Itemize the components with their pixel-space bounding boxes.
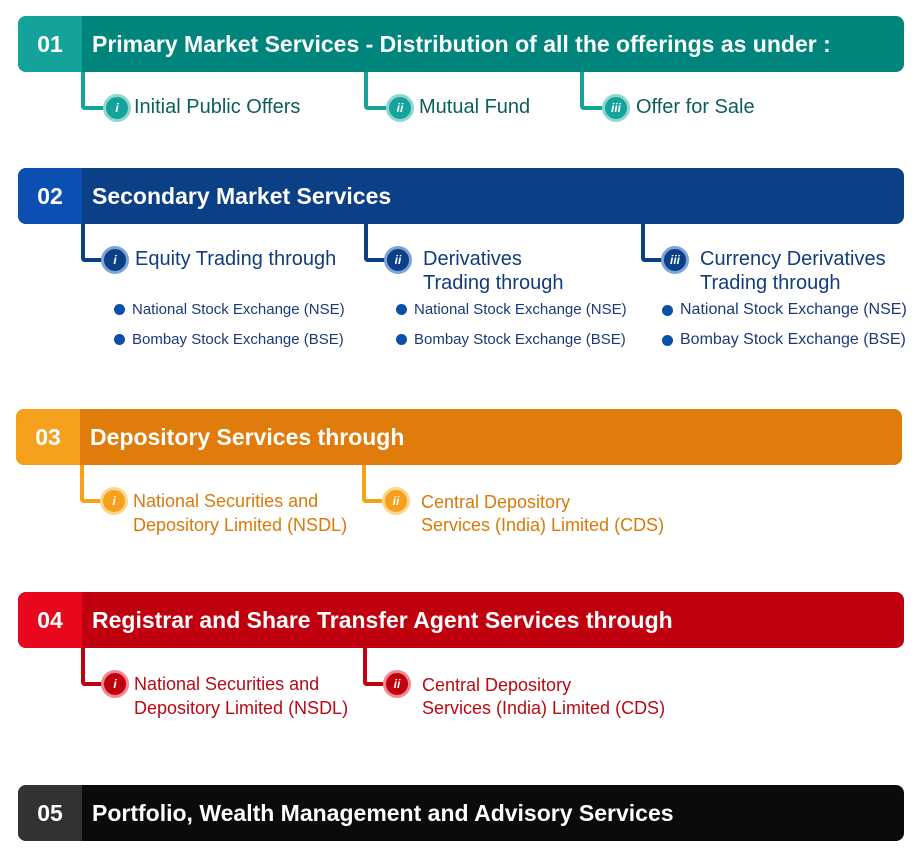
bullet-icon bbox=[662, 334, 673, 346]
item-label: Equity Trading through bbox=[135, 248, 337, 270]
section-05-header: 05 Portfolio, Wealth Management and Advi… bbox=[18, 785, 904, 841]
roman-badge-icon: iii bbox=[602, 94, 630, 122]
connector bbox=[81, 72, 111, 110]
item-label: National Securities and bbox=[134, 674, 320, 694]
section-title: Registrar and Share Transfer Agent Servi… bbox=[92, 606, 673, 633]
item-label-line2: Depository Limited (NSDL) bbox=[134, 698, 349, 718]
section-01-header: 01 Primary Market Services - Distributio… bbox=[18, 16, 904, 72]
roman-badge-icon: ii bbox=[382, 487, 410, 515]
item-label-line2: Trading through bbox=[700, 272, 841, 294]
section-number: 03 bbox=[16, 409, 80, 465]
roman-badge-icon: i bbox=[103, 94, 131, 122]
exchange-item: Bombay Stock Exchange (BSE) bbox=[114, 331, 344, 348]
exchange-label: National Stock Exchange (NSE) bbox=[680, 301, 907, 318]
item-label-line2: Services (India) Limited (CDS) bbox=[422, 698, 666, 718]
roman-badge-icon: i bbox=[101, 246, 129, 274]
connector bbox=[80, 465, 110, 503]
item-label-line2: Trading through bbox=[423, 272, 564, 294]
section-number: 05 bbox=[18, 785, 82, 841]
exchange-item: National Stock Exchange (NSE) bbox=[114, 301, 345, 318]
bullet-icon bbox=[114, 334, 125, 345]
connector bbox=[362, 465, 392, 503]
item-label: National Securities and bbox=[133, 491, 319, 511]
item-label: Mutual Fund bbox=[419, 96, 531, 118]
bullet-icon bbox=[662, 304, 673, 316]
exchange-label: National Stock Exchange (NSE) bbox=[414, 301, 627, 318]
exchange-item: Bombay Stock Exchange (BSE) bbox=[662, 331, 906, 349]
exchange-item: Bombay Stock Exchange (BSE) bbox=[396, 331, 626, 348]
bullet-icon bbox=[114, 304, 125, 315]
exchange-label: Bombay Stock Exchange (BSE) bbox=[680, 331, 906, 348]
roman-badge-icon: i bbox=[101, 670, 129, 698]
roman-badge-icon: i bbox=[100, 487, 128, 515]
roman-badge-icon: iii bbox=[661, 246, 689, 274]
exchange-label: Bombay Stock Exchange (BSE) bbox=[132, 331, 344, 348]
roman-badge-icon: ii bbox=[384, 246, 412, 274]
section-number: 02 bbox=[18, 168, 82, 224]
item-label: Derivatives bbox=[423, 248, 522, 270]
exchange-label: Bombay Stock Exchange (BSE) bbox=[414, 331, 626, 348]
connector bbox=[363, 648, 393, 686]
connector bbox=[81, 648, 111, 686]
roman-badge-icon: ii bbox=[383, 670, 411, 698]
section-02-header: 02 Secondary Market Services bbox=[18, 168, 904, 224]
connector bbox=[81, 224, 111, 262]
exchange-label: National Stock Exchange (NSE) bbox=[132, 301, 345, 318]
bullet-icon bbox=[396, 304, 407, 315]
connector bbox=[364, 224, 394, 262]
section-number: 04 bbox=[18, 592, 82, 648]
exchange-item: National Stock Exchange (NSE) bbox=[662, 301, 907, 319]
section-04-header: 04 Registrar and Share Transfer Agent Se… bbox=[18, 592, 904, 648]
roman-badge-icon: ii bbox=[386, 94, 414, 122]
item-label: Central Depository bbox=[421, 492, 571, 512]
item-label: Initial Public Offers bbox=[134, 96, 301, 118]
connector bbox=[641, 224, 671, 262]
section-title: Secondary Market Services bbox=[92, 182, 392, 209]
connector bbox=[580, 72, 610, 110]
item-label: Offer for Sale bbox=[636, 96, 755, 118]
section-title: Depository Services through bbox=[90, 423, 405, 450]
item-label-line2: Services (India) Limited (CDS) bbox=[421, 515, 665, 535]
bullet-icon bbox=[396, 334, 407, 345]
section-title: Portfolio, Wealth Management and Advisor… bbox=[92, 799, 674, 826]
connector bbox=[364, 72, 394, 110]
item-label: Central Depository bbox=[422, 675, 572, 695]
item-label-line2: Depository Limited (NSDL) bbox=[133, 515, 348, 535]
section-number: 01 bbox=[18, 16, 82, 72]
section-title: Primary Market Services - Distribution o… bbox=[92, 30, 831, 57]
item-label: Currency Derivatives bbox=[700, 248, 886, 270]
section-03-header: 03 Depository Services through bbox=[16, 409, 902, 465]
exchange-item: National Stock Exchange (NSE) bbox=[396, 301, 627, 318]
